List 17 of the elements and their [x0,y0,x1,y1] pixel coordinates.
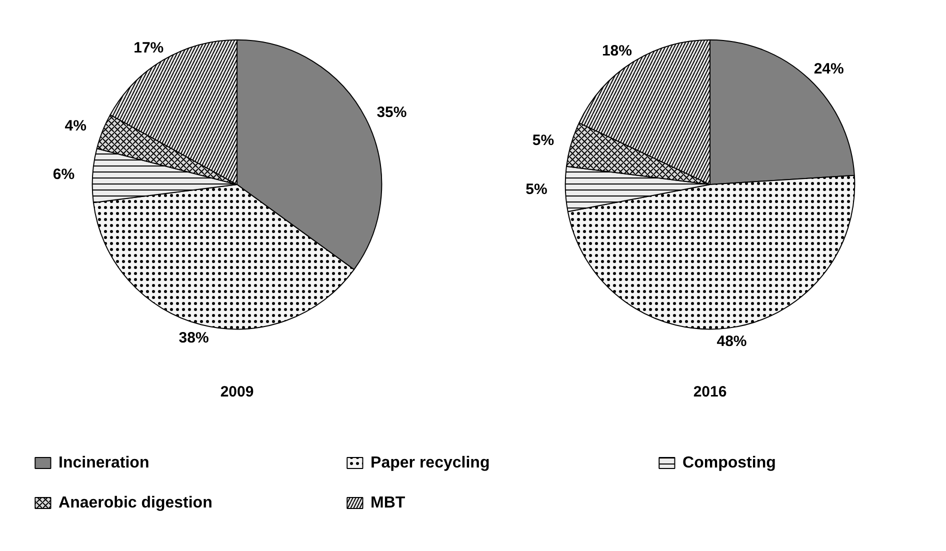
data-label: 24% [814,60,844,78]
data-label: 6% [52,166,75,184]
legend-label: Anaerobic digestion [58,494,212,512]
legend-label: Composting [682,454,776,472]
legend-label: Incineration [58,454,150,472]
data-label: 48% [716,333,747,350]
data-label: 5% [526,180,548,198]
legend-label: Paper recycling [370,454,490,472]
data-label: 38% [178,329,209,346]
text: 2009 [220,384,254,401]
data-label: 35% [376,104,407,122]
data-label: 17% [134,40,164,57]
text: 2016 [693,384,727,401]
data-label: 5% [532,132,554,149]
legend-label: MBT [370,494,406,512]
data-label: 18% [602,42,632,60]
data-label: 4% [64,118,86,135]
